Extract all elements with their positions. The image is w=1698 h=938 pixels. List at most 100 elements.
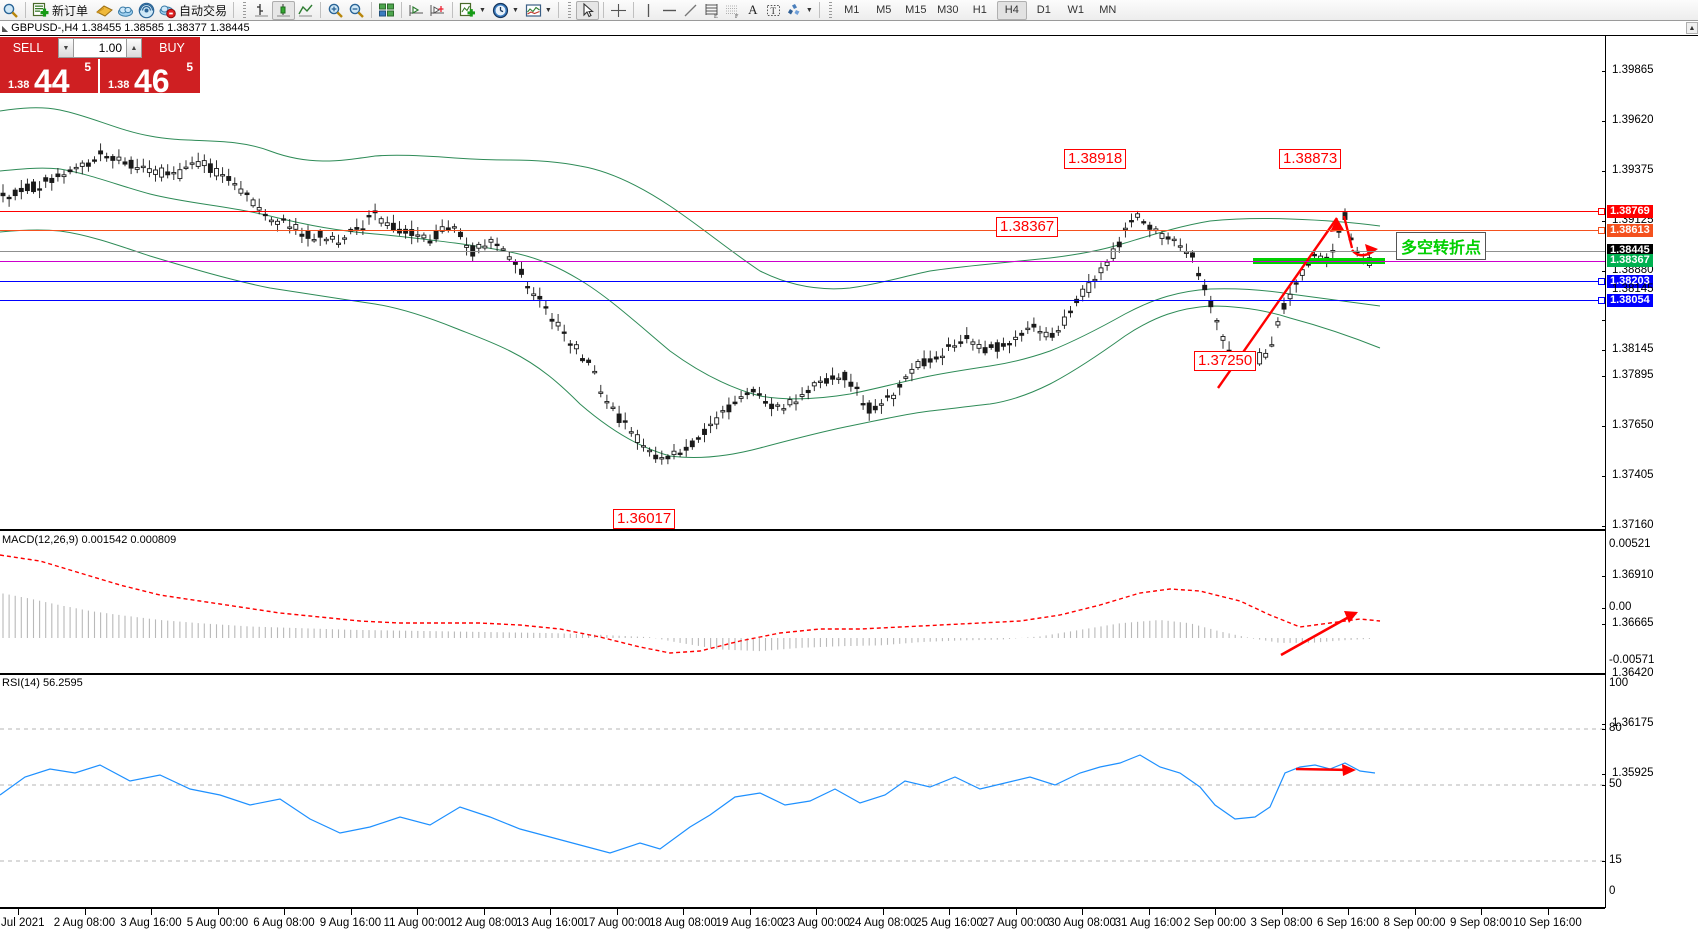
price-axis[interactable]: 1.39865 1.39620 1.39375 1.39125 1.38880 1.381… — [1602, 36, 1698, 908]
annotation-136017[interactable]: 1.36017 — [613, 509, 676, 529]
text-icon[interactable]: A — [748, 2, 758, 17]
price-tag-138613[interactable]: 1.38613 — [1607, 224, 1653, 237]
new-order-label[interactable]: 新订单 — [52, 3, 89, 18]
time-tick-label: 25 Aug 16:00 — [915, 917, 983, 929]
level-line-138367[interactable] — [0, 261, 1605, 262]
chart-area[interactable]: 1.38918 1.38873 1.38367 1.37250 1.36017 … — [0, 35, 1698, 938]
time-tick — [616, 909, 618, 915]
book-icon[interactable] — [94, 1, 115, 20]
indicators-icon[interactable] — [523, 1, 544, 20]
timeframe-w1[interactable]: W1 — [1067, 4, 1085, 16]
vline-icon[interactable] — [638, 1, 659, 20]
toolbar-divider-7 — [557, 2, 559, 18]
price-tag-138445[interactable]: 1.38445 — [1607, 244, 1653, 257]
price-tag-138367[interactable]: 1.38367 — [1607, 254, 1653, 267]
toolbar-grip-2[interactable] — [565, 2, 573, 18]
level-marker-138613[interactable] — [1598, 227, 1605, 234]
level-line-138203[interactable] — [0, 281, 1605, 282]
crosshair-icon[interactable] — [608, 1, 629, 20]
sell-price-display[interactable]: 1.38 44 5 — [0, 59, 100, 97]
zoom-out-icon[interactable] — [346, 1, 367, 20]
chart-autoscroll-icon[interactable] — [427, 1, 448, 20]
timeframe-m5[interactable]: M5 — [876, 4, 892, 16]
buy-button[interactable]: BUY — [144, 37, 200, 59]
toolbar-grip-3[interactable] — [826, 2, 834, 18]
new-order-icon[interactable] — [30, 1, 51, 20]
fibo-fan-icon[interactable]: F — [722, 1, 743, 20]
symbol-collapse-icon[interactable]: ◣ — [2, 23, 9, 33]
volume-increment-button[interactable]: ▲ — [126, 38, 142, 58]
level-marker-138203[interactable] — [1598, 278, 1605, 285]
toolbar-grip-1[interactable] — [241, 2, 249, 18]
price-pane[interactable]: 1.38918 1.38873 1.38367 1.37250 1.36017 … — [0, 36, 1698, 531]
price-tick — [1602, 271, 1606, 272]
level-marker-138769[interactable] — [1598, 208, 1605, 215]
rsi-pane-canvas[interactable] — [0, 677, 1605, 907]
volume-value[interactable]: 1.00 — [74, 38, 126, 58]
annotation-138873[interactable]: 1.38873 — [1279, 149, 1342, 169]
bar-chart-icon[interactable] — [251, 1, 272, 20]
trade-panel-top-row: SELL ▼ 1.00 ▲ BUY — [0, 37, 200, 59]
period-dropdown-caret[interactable]: ▼ — [511, 6, 519, 14]
macd-pane[interactable]: MACD(12,26,9) 0.001542 0.000809 — [0, 533, 1698, 675]
period-icon[interactable] — [490, 1, 511, 20]
chart-shift-icon[interactable] — [406, 1, 427, 20]
indicator-tick — [1602, 785, 1606, 786]
level-marker-138054[interactable] — [1598, 297, 1605, 304]
indicators-dropdown-caret[interactable]: ▼ — [544, 6, 552, 14]
hline-icon[interactable] — [659, 1, 680, 20]
zoom-in-icon[interactable] — [325, 1, 346, 20]
candle-chart-icon[interactable] — [272, 0, 296, 20]
autotrading-icon[interactable] — [157, 1, 178, 20]
signal-icon[interactable] — [136, 1, 157, 20]
line-chart-icon[interactable] — [295, 1, 316, 20]
annotation-chinese-note[interactable]: 多空转折点 — [1396, 232, 1487, 260]
rsi-tick-80: 80 — [1609, 722, 1622, 734]
annotation-137250[interactable]: 1.37250 — [1194, 351, 1257, 371]
time-tick — [1148, 909, 1150, 915]
fibo-icon[interactable]: E — [701, 1, 722, 20]
time-axis[interactable]: 0 Jul 2021 2 Aug 08:00 3 Aug 16:00 5 Aug 00… — [0, 908, 1605, 938]
timeframe-h4[interactable]: H4 — [996, 0, 1027, 20]
buy-price-display[interactable]: 1.38 46 5 — [100, 59, 200, 97]
autotrading-label[interactable]: 自动交易 — [179, 3, 228, 18]
objects-dropdown-caret[interactable]: ▼ — [805, 6, 813, 14]
price-tick-label: 1.36175 — [1612, 717, 1654, 729]
magnifier-left-icon[interactable] — [0, 1, 21, 20]
volume-decrement-button[interactable]: ▼ — [58, 38, 74, 58]
timeframe-h1[interactable]: H1 — [972, 4, 987, 16]
timeframe-mn[interactable]: MN — [1099, 4, 1117, 16]
label-icon[interactable]: T — [763, 1, 784, 20]
timeframe-m30[interactable]: M30 — [937, 4, 959, 16]
volume-field[interactable]: ▼ 1.00 ▲ — [56, 37, 144, 59]
price-tag-138203[interactable]: 1.38203 — [1607, 275, 1653, 288]
objects-icon[interactable] — [784, 1, 805, 20]
time-tick — [882, 909, 884, 915]
trendline-icon[interactable] — [680, 1, 701, 20]
annotation-138918[interactable]: 1.38918 — [1064, 149, 1127, 169]
template-icon[interactable] — [457, 1, 478, 20]
one-click-trading-panel[interactable]: SELL ▼ 1.00 ▲ BUY 1.38 44 5 1.38 46 5 — [0, 37, 200, 97]
annotation-138367[interactable]: 1.38367 — [996, 217, 1059, 237]
price-tag-138054[interactable]: 1.38054 — [1607, 294, 1653, 307]
timeframe-m1[interactable]: M1 — [844, 4, 860, 16]
time-tick — [1547, 909, 1549, 915]
template-dropdown-caret[interactable]: ▼ — [479, 6, 486, 14]
level-line-138054[interactable] — [0, 300, 1605, 301]
cursor-icon[interactable] — [575, 0, 599, 20]
grid-columns-icon[interactable] — [376, 1, 397, 20]
price-pane-canvas[interactable] — [0, 36, 1605, 529]
time-tick — [217, 909, 219, 915]
level-line-138613[interactable] — [0, 230, 1605, 231]
rsi-pane[interactable]: RSI(14) 56.2595 — [0, 677, 1698, 908]
timeframe-m15[interactable]: M15 — [905, 4, 927, 16]
price-tag-138769[interactable]: 1.38769 — [1607, 205, 1653, 218]
buy-price-fraction: 5 — [186, 60, 193, 74]
cloud-icon[interactable] — [115, 1, 136, 20]
level-line-138769[interactable] — [0, 211, 1605, 212]
price-tick — [1602, 71, 1606, 72]
sell-button[interactable]: SELL — [0, 37, 56, 59]
macd-pane-canvas[interactable] — [0, 533, 1605, 673]
timeframe-d1[interactable]: D1 — [1036, 4, 1051, 16]
